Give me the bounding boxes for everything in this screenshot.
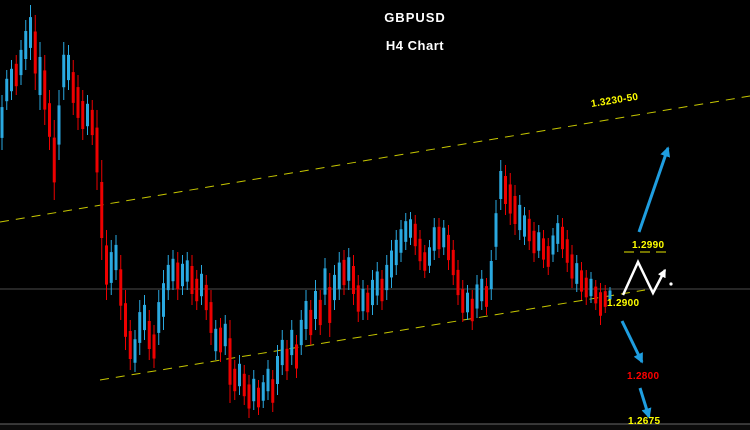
label-resistance: 1.2990 (632, 240, 665, 251)
timeframe-title: H4 Chart (385, 38, 445, 53)
bullish-projection-arrow (637, 146, 671, 233)
label-current-price: 1.2900 (607, 298, 640, 309)
chart-title: GBPUSD H4 Chart (340, 10, 490, 53)
label-support-mid: 1.2800 (627, 371, 660, 382)
symbol-title: GBPUSD (384, 10, 446, 25)
consolidation-zigzag-projection (621, 259, 667, 296)
bearish-projection-arrow-1 (620, 320, 644, 364)
zigzag-end-dot (669, 282, 673, 286)
footer-strip (0, 424, 750, 430)
upper-channel-line (0, 95, 750, 223)
lower-channel-line (99, 289, 646, 381)
candles (0, 5, 612, 418)
bearish-projection-arrow-2 (638, 387, 652, 419)
label-support-low: 1.2675 (628, 416, 661, 427)
